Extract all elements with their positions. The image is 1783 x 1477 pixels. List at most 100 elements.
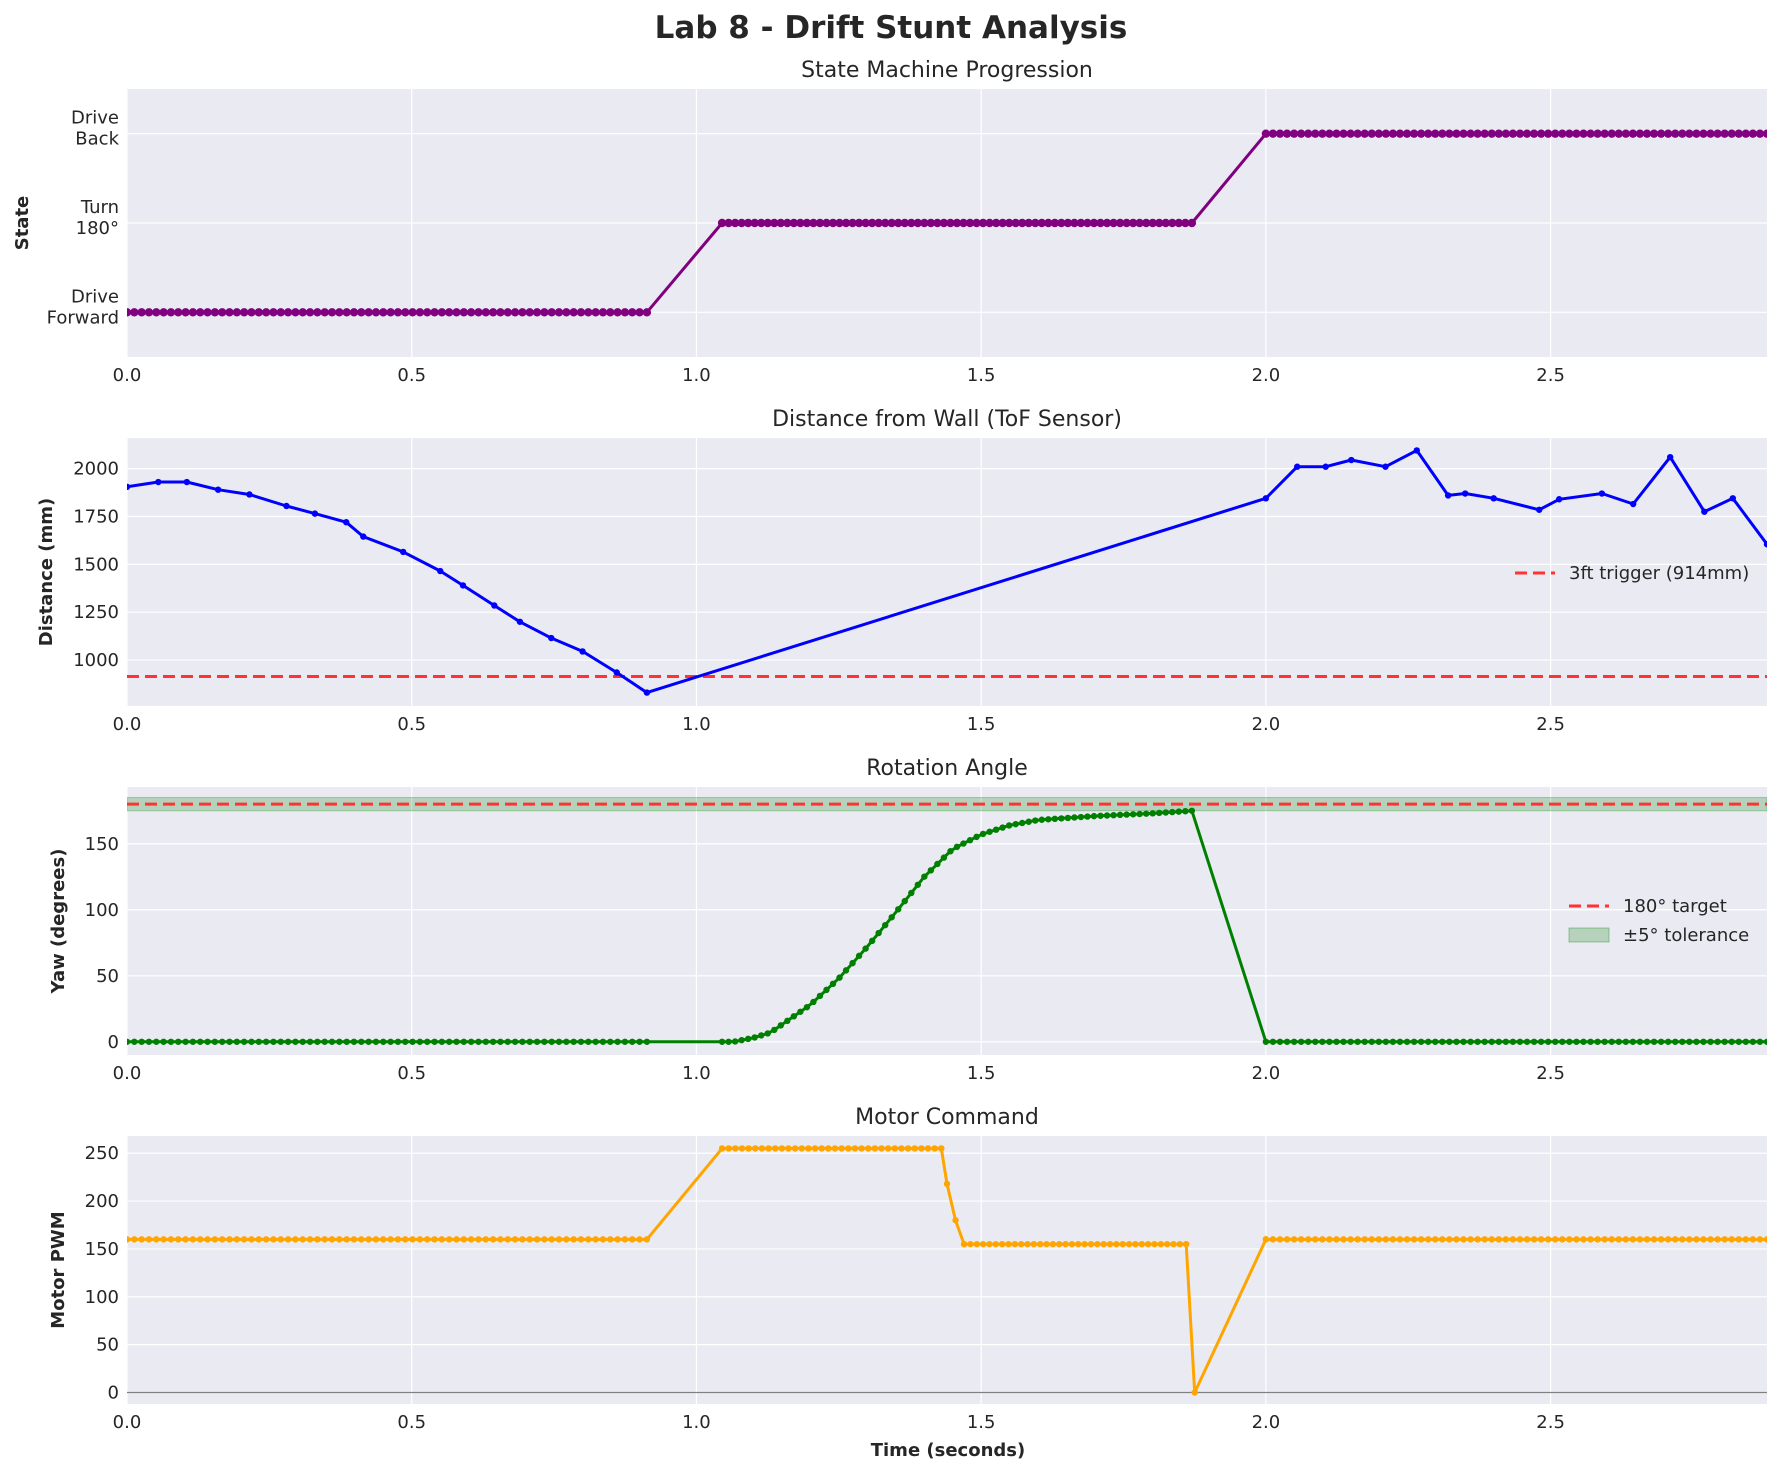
data-point: [888, 914, 895, 921]
data-point: [738, 1036, 745, 1044]
data-point: [1636, 1236, 1644, 1243]
y-tick-label: 2000: [73, 459, 119, 480]
data-point: [789, 218, 799, 228]
data-point: [1409, 129, 1419, 138]
plot-area: [127, 438, 1767, 706]
data-point: [283, 308, 293, 317]
data-point: [248, 1236, 255, 1243]
data-point: [1368, 1236, 1375, 1243]
data-point: [1084, 813, 1091, 820]
data-point: [868, 937, 876, 945]
data-point: [1017, 1240, 1025, 1248]
data-point: [459, 582, 467, 589]
data-point: [1368, 1038, 1375, 1045]
data-point: [1614, 129, 1623, 138]
data-point: [855, 952, 863, 960]
data-point: [1700, 1236, 1707, 1243]
data-point: [1728, 1236, 1735, 1243]
data-point: [1289, 129, 1299, 138]
data-point: [211, 1236, 219, 1243]
data-point: [931, 1145, 938, 1152]
data-point: [810, 998, 817, 1006]
data-point: [1580, 1236, 1587, 1243]
data-point: [838, 1145, 845, 1152]
data-point: [643, 1236, 651, 1243]
figure-title: Lab 8 - Drift Stunt Analysis: [655, 10, 1128, 46]
data-point: [1038, 816, 1045, 823]
data-point: [1608, 1038, 1615, 1045]
data-point: [1156, 809, 1163, 817]
data-point: [570, 1236, 577, 1243]
data-point: [1508, 129, 1518, 138]
y-axis-label: State: [12, 196, 33, 251]
data-point: [891, 1145, 899, 1152]
data-point: [1100, 1240, 1107, 1248]
x-tick-label: 2.0: [1252, 1063, 1281, 1084]
data-point: [510, 308, 520, 317]
data-point: [1269, 1236, 1277, 1243]
data-point: [1305, 1038, 1312, 1045]
data-point: [1558, 129, 1567, 138]
data-point: [160, 1236, 167, 1243]
data-point: [533, 1236, 541, 1243]
x-tick-label: 0.5: [397, 365, 426, 386]
y-tick-label: 200: [85, 1191, 119, 1212]
data-point: [379, 308, 388, 317]
x-tick-label: 1.0: [682, 714, 711, 735]
data-point: [1116, 811, 1124, 819]
data-point: [277, 1236, 284, 1243]
data-point: [992, 826, 1000, 833]
data-point: [959, 218, 968, 228]
data-point: [444, 308, 454, 317]
data-point: [1018, 218, 1027, 228]
x-tick-label: 0.0: [113, 1412, 142, 1433]
data-point: [372, 1236, 380, 1243]
data-point: [952, 1217, 959, 1224]
data-point: [1501, 129, 1511, 138]
data-point: [798, 1145, 805, 1152]
data-point: [1268, 129, 1278, 138]
data-point: [380, 1236, 387, 1243]
data-point: [1741, 129, 1751, 138]
data-point: [620, 308, 630, 317]
data-point: [1319, 1038, 1326, 1045]
data-point: [1431, 129, 1440, 138]
data-point: [182, 1236, 189, 1243]
data-point: [1297, 1236, 1305, 1243]
data-point: [203, 308, 212, 317]
data-point: [526, 1038, 533, 1045]
data-point: [614, 1038, 621, 1045]
data-point: [1516, 1236, 1524, 1243]
data-point: [371, 308, 381, 317]
data-point: [1566, 1236, 1573, 1243]
data-point: [1089, 218, 1099, 228]
data-point: [815, 218, 825, 228]
y-tick-label: Drive Back: [71, 108, 120, 150]
legend-swatch-tolerance: [1568, 927, 1610, 943]
data-point: [1460, 1236, 1467, 1243]
data-point: [160, 1038, 167, 1045]
data-point: [858, 1145, 865, 1152]
data-point: [953, 843, 961, 851]
data-point: [167, 1236, 175, 1243]
data-point: [1749, 1038, 1757, 1045]
data-point: [336, 1038, 343, 1045]
data-point: [907, 218, 916, 228]
data-point: [1294, 463, 1301, 470]
data-point: [1043, 1240, 1050, 1248]
data-point: [1305, 1236, 1312, 1243]
data-point: [1587, 1236, 1594, 1243]
plot-content: [127, 797, 1767, 1045]
data-point: [920, 218, 929, 228]
data-point: [1721, 1038, 1728, 1045]
data-point: [548, 1236, 555, 1243]
panel-4: Motor Command 0.0 0.5 1.0 1.5 2.0 2.5 0 50 100 150…: [48, 1105, 1767, 1433]
data-point: [911, 1145, 918, 1152]
x-tick-label: 1.5: [967, 365, 996, 386]
data-point: [1672, 1236, 1679, 1243]
data-point: [1326, 1236, 1333, 1243]
data-point: [1735, 1236, 1742, 1243]
data-point: [1057, 218, 1066, 228]
data-point: [386, 308, 395, 317]
data-point: [491, 602, 498, 609]
